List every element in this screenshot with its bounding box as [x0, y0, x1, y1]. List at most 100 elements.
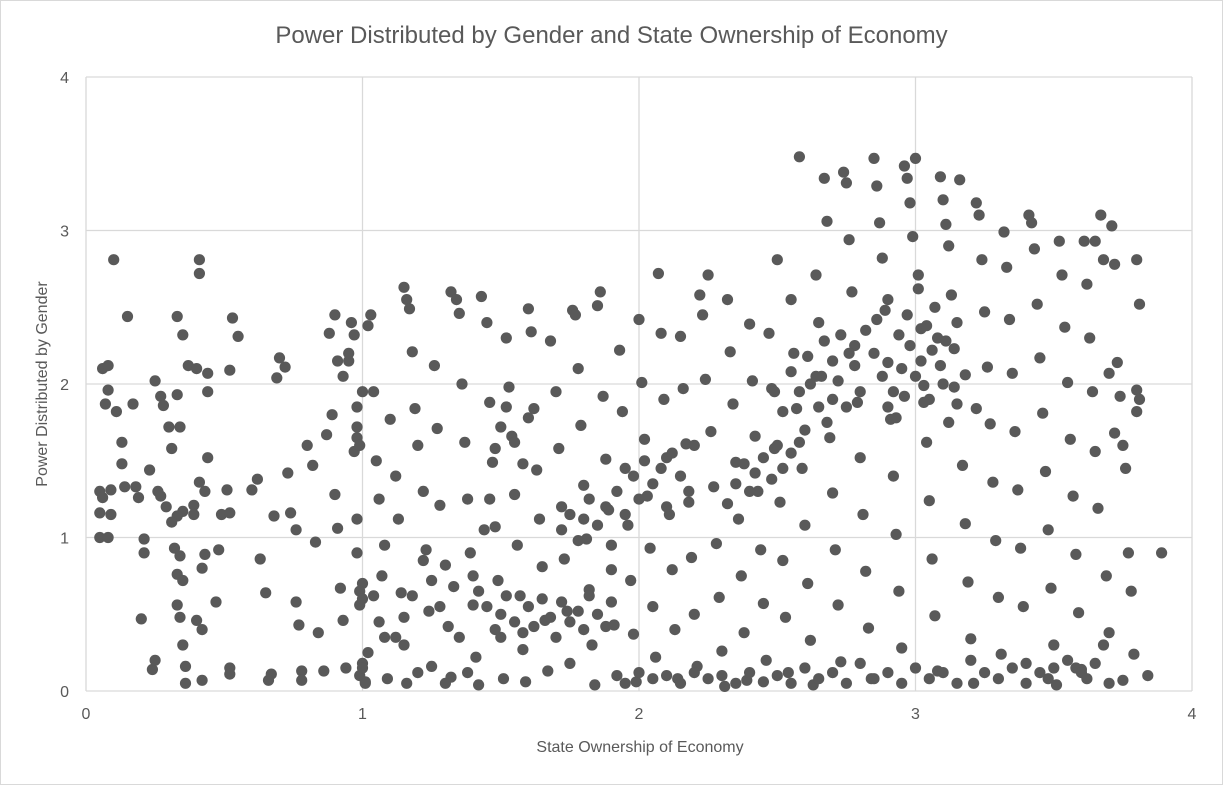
- data-point: [420, 544, 432, 556]
- data-point: [500, 590, 512, 602]
- data-point: [846, 286, 858, 298]
- data-point: [334, 582, 346, 594]
- data-point: [481, 601, 493, 613]
- data-point: [904, 340, 916, 352]
- data-point: [495, 421, 507, 433]
- data-point: [312, 627, 324, 639]
- data-point: [951, 317, 963, 329]
- data-point: [710, 538, 723, 550]
- data-point: [945, 289, 958, 301]
- data-point: [818, 172, 830, 184]
- data-point: [550, 631, 562, 643]
- data-point: [636, 376, 648, 389]
- data-point: [730, 456, 742, 468]
- data-point: [102, 384, 114, 396]
- data-point: [1012, 484, 1024, 496]
- data-point: [406, 346, 418, 358]
- data-point: [481, 317, 493, 329]
- data-point: [558, 553, 570, 565]
- data-point: [882, 294, 894, 306]
- data-point: [116, 458, 128, 470]
- data-point: [647, 673, 659, 685]
- data-point: [697, 309, 709, 321]
- data-point: [500, 401, 512, 413]
- data-point: [271, 372, 283, 384]
- data-point: [987, 476, 999, 488]
- data-point: [1089, 235, 1101, 247]
- data-point: [351, 401, 363, 413]
- data-point: [893, 585, 905, 597]
- data-point: [508, 616, 521, 628]
- data-point: [525, 326, 537, 338]
- data-point: [1156, 547, 1168, 559]
- data-point: [417, 485, 429, 497]
- data-point: [727, 398, 739, 410]
- data-point: [688, 667, 700, 679]
- data-point: [1001, 261, 1013, 273]
- data-point: [970, 197, 982, 209]
- data-point: [702, 673, 714, 685]
- data-point: [412, 667, 424, 679]
- data-point: [586, 639, 598, 651]
- data-point: [901, 172, 913, 184]
- data-point: [674, 677, 687, 689]
- data-point: [719, 680, 731, 693]
- data-point: [608, 619, 620, 631]
- data-point: [110, 406, 122, 418]
- data-point: [149, 654, 161, 666]
- data-point: [1103, 627, 1115, 639]
- data-point: [793, 436, 806, 448]
- data-point: [149, 375, 161, 387]
- data-point: [351, 547, 363, 559]
- data-point: [1015, 542, 1027, 554]
- data-point: [929, 610, 941, 622]
- data-point: [564, 616, 576, 628]
- data-point: [121, 310, 134, 323]
- data-point: [948, 343, 960, 355]
- data-point: [699, 373, 712, 385]
- data-point: [390, 631, 402, 643]
- data-point: [744, 667, 756, 679]
- data-point: [105, 484, 117, 496]
- data-point: [591, 608, 604, 620]
- data-point: [956, 459, 969, 471]
- data-point: [937, 194, 949, 206]
- data-point: [666, 447, 678, 459]
- data-point: [572, 535, 584, 547]
- x-axis-ticks: 0 1 2 3 4: [82, 706, 1197, 723]
- data-point: [804, 634, 817, 646]
- data-point: [594, 286, 606, 298]
- data-point: [882, 667, 894, 679]
- data-point: [398, 611, 410, 623]
- data-point: [934, 171, 947, 183]
- data-point: [453, 631, 465, 643]
- data-point: [556, 524, 568, 536]
- data-point: [1114, 390, 1126, 402]
- data-point: [840, 401, 853, 413]
- data-point: [340, 662, 352, 674]
- data-point: [171, 310, 183, 323]
- data-point: [965, 633, 977, 645]
- data-point: [1048, 662, 1060, 674]
- data-point: [721, 498, 734, 510]
- data-point: [683, 496, 695, 508]
- data-point: [669, 624, 681, 636]
- data-point: [1020, 677, 1032, 689]
- data-point: [990, 535, 1002, 547]
- data-point: [793, 151, 806, 163]
- data-point: [232, 330, 244, 342]
- data-point: [456, 378, 468, 390]
- data-point: [644, 542, 656, 554]
- data-point: [561, 605, 573, 617]
- data-point: [661, 670, 673, 682]
- data-point: [901, 309, 913, 321]
- data-point: [619, 677, 631, 689]
- data-point: [528, 403, 540, 415]
- data-point: [827, 667, 839, 679]
- data-point: [1120, 462, 1132, 474]
- data-point: [854, 452, 866, 464]
- data-point: [611, 670, 623, 682]
- data-point: [379, 631, 391, 643]
- data-point: [326, 409, 338, 421]
- data-point: [177, 639, 189, 651]
